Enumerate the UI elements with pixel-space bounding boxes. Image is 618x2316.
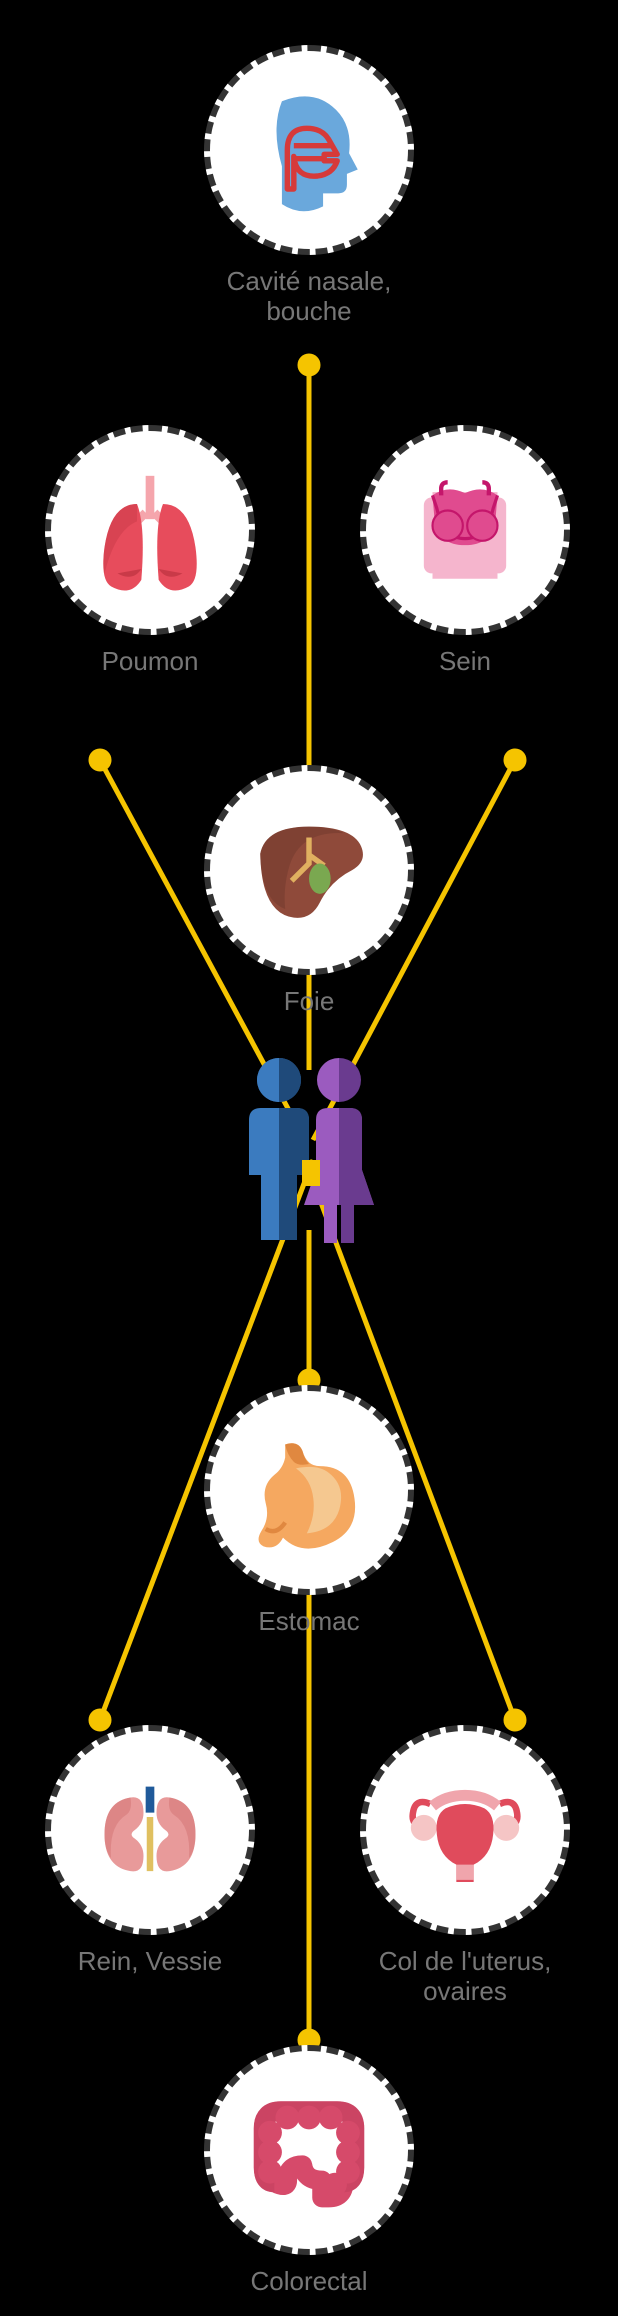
liver-icon — [204, 765, 414, 975]
breast-icon — [360, 425, 570, 635]
nasal-label: Cavité nasale, bouche — [204, 267, 414, 327]
stomach-icon — [204, 1385, 414, 1595]
liver-label: Foie — [204, 987, 414, 1017]
uterus-label: Col de l'uterus, ovaires — [360, 1947, 570, 2007]
stomach-label: Estomac — [204, 1607, 414, 1637]
lung-label: Poumon — [45, 647, 255, 677]
node-liver: Foie — [204, 765, 414, 1017]
breast-label: Sein — [360, 647, 570, 677]
female-icon — [304, 1058, 374, 1243]
node-nasal: Cavité nasale, bouche — [204, 45, 414, 327]
kidney-icon — [45, 1725, 255, 1935]
node-uterus: Col de l'uterus, ovaires — [360, 1725, 570, 2007]
nasal-icon — [204, 45, 414, 255]
kidney-label: Rein, Vessie — [45, 1947, 255, 1977]
node-breast: Sein — [360, 425, 570, 677]
colon-icon — [204, 2045, 414, 2255]
node-kidney: Rein, Vessie — [45, 1725, 255, 1977]
lung-icon — [45, 425, 255, 635]
colon-label: Colorectal — [204, 2267, 414, 2297]
node-colon: Colorectal — [204, 2045, 414, 2297]
center-people — [224, 1050, 394, 1250]
male-icon — [249, 1058, 309, 1240]
uterus-icon — [360, 1725, 570, 1935]
node-stomach: Estomac — [204, 1385, 414, 1637]
node-lung: Poumon — [45, 425, 255, 677]
